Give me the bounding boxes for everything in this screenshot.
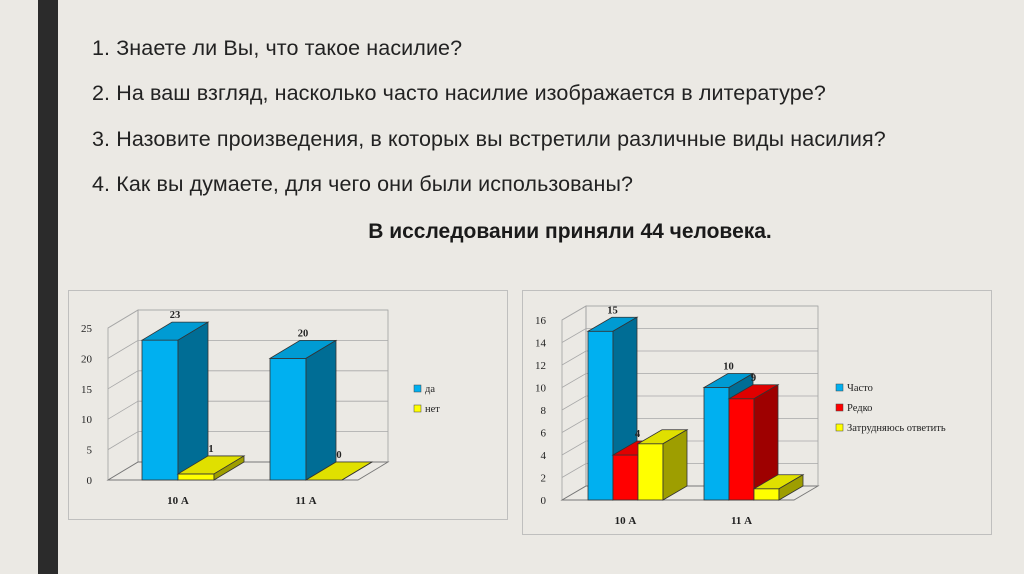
data-label: 15 xyxy=(607,305,618,316)
category-label: 11 А xyxy=(295,495,316,507)
legend-label: Затрудняюсь ответить xyxy=(847,423,946,434)
chart-awareness: 0 5 10 15 20 25 23 1 10 А 20 0 11 А да нет xyxy=(68,290,508,520)
question-1: 1. Знаете ли Вы, что такое насилие? xyxy=(92,36,463,60)
legend-swatch xyxy=(413,404,422,413)
legend-swatch xyxy=(835,403,844,412)
y-tick-label: 14 xyxy=(535,338,547,350)
legend-swatch xyxy=(413,384,422,393)
left-accent-bar xyxy=(38,0,58,574)
legend-label: нет xyxy=(425,404,440,415)
legend-swatch xyxy=(835,423,844,432)
y-tick-label: 15 xyxy=(81,384,93,396)
y-tick-label: 12 xyxy=(535,360,546,372)
chart-frequency: 0 2 4 6 8 10 12 14 16 15 4 10 А 10 9 11 А Часто Редко Зат… xyxy=(522,290,992,535)
legend-label: да xyxy=(425,384,435,395)
y-tick-label: 6 xyxy=(541,428,547,440)
legend-swatch xyxy=(835,383,844,392)
survey-subtitle: В исследовании приняли 44 человека. xyxy=(368,220,772,243)
data-label: 1 xyxy=(208,444,213,455)
bar-Затрудняюсь ответить-10 А xyxy=(636,429,689,501)
side-wall xyxy=(107,309,139,481)
gridline xyxy=(561,350,818,366)
question-3: 3. Назовите произведения, в которых вы в… xyxy=(92,127,886,151)
gridline xyxy=(561,328,818,343)
y-tick-label: 8 xyxy=(541,405,547,417)
chart-border xyxy=(522,290,992,535)
data-label: 23 xyxy=(170,310,181,321)
category-label: 10 А xyxy=(167,495,189,507)
bar-да-10 А xyxy=(140,321,210,481)
legend-label: Редко xyxy=(847,403,872,414)
legend-label: Часто xyxy=(847,383,873,394)
category-label: 10 А xyxy=(615,515,637,527)
data-label: 4 xyxy=(635,429,641,440)
data-label: 9 xyxy=(751,373,756,384)
y-tick-label: 0 xyxy=(87,475,93,487)
bar-нет-10 А xyxy=(176,455,246,481)
bar-Затрудняюсь ответить-11 А xyxy=(752,474,805,501)
data-label: 20 xyxy=(298,328,309,339)
category-label: 11 А xyxy=(731,515,752,527)
question-2: 2. На ваш взгляд, насколько часто насили… xyxy=(92,81,826,105)
bar-да-11 А xyxy=(268,339,338,481)
gridline xyxy=(561,305,818,321)
bar-нет-11 А xyxy=(304,461,374,481)
y-tick-label: 4 xyxy=(541,450,547,462)
y-tick-label: 10 xyxy=(81,414,93,426)
y-tick-label: 2 xyxy=(541,473,547,485)
data-label: 10 xyxy=(723,362,734,373)
y-tick-label: 16 xyxy=(535,315,547,327)
chart-border xyxy=(68,290,508,520)
y-tick-label: 5 xyxy=(87,445,93,457)
y-tick-label: 0 xyxy=(541,495,547,507)
gridline xyxy=(107,309,388,329)
y-tick-label: 10 xyxy=(535,383,547,395)
y-tick-label: 20 xyxy=(81,353,93,365)
y-tick-label: 25 xyxy=(81,323,93,335)
data-label: 0 xyxy=(336,450,341,461)
question-4: 4. Как вы думаете, для чего они были исп… xyxy=(92,172,634,196)
